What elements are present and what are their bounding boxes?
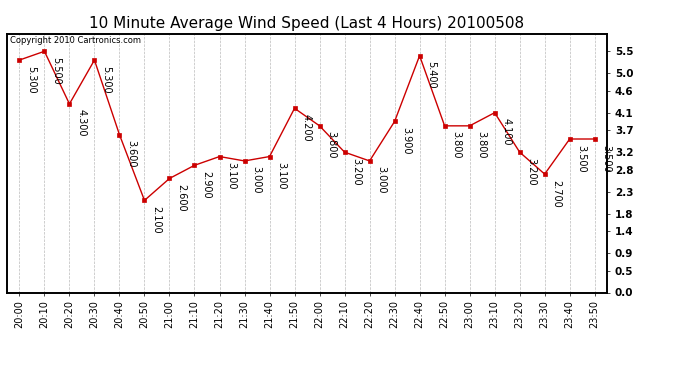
Text: 3.900: 3.900 [402,127,411,154]
Text: 2.700: 2.700 [551,180,562,207]
Text: 3.500: 3.500 [577,144,586,172]
Text: 5.300: 5.300 [101,66,111,93]
Text: 4.200: 4.200 [302,114,311,141]
Text: 3.000: 3.000 [251,166,262,194]
Title: 10 Minute Average Wind Speed (Last 4 Hours) 20100508: 10 Minute Average Wind Speed (Last 4 Hou… [90,16,524,31]
Text: 5.400: 5.400 [426,61,437,89]
Text: 3.000: 3.000 [377,166,386,194]
Text: 3.800: 3.800 [477,131,486,159]
Text: 2.600: 2.600 [177,184,186,211]
Text: 3.100: 3.100 [226,162,237,190]
Text: 3.500: 3.500 [602,144,611,172]
Text: 2.900: 2.900 [201,171,211,198]
Text: Copyright 2010 Cartronics.com: Copyright 2010 Cartronics.com [10,36,141,45]
Text: 3.200: 3.200 [351,158,362,185]
Text: 5.300: 5.300 [26,66,37,93]
Text: 5.500: 5.500 [51,57,61,85]
Text: 3.600: 3.600 [126,140,137,168]
Text: 3.800: 3.800 [451,131,462,159]
Text: 4.100: 4.100 [502,118,511,146]
Text: 2.100: 2.100 [151,206,161,234]
Text: 3.800: 3.800 [326,131,337,159]
Text: 3.200: 3.200 [526,158,537,185]
Text: 3.100: 3.100 [277,162,286,190]
Text: 4.300: 4.300 [77,110,86,137]
